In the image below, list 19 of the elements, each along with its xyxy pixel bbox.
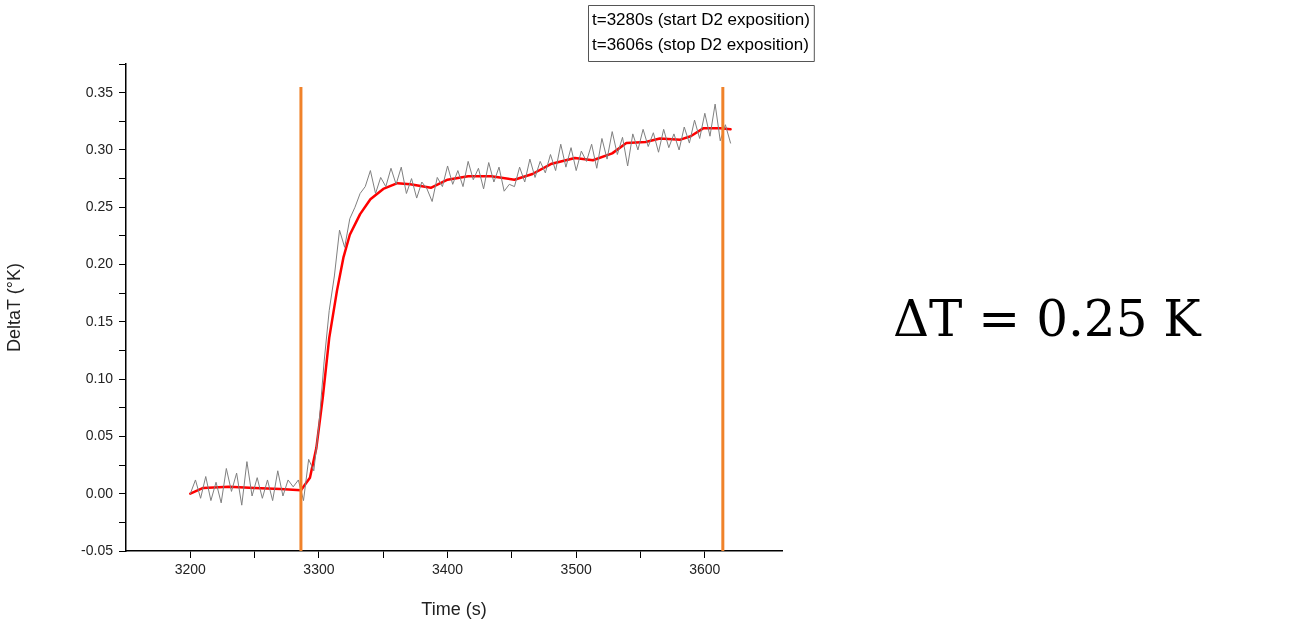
x-tick-label: 3200 xyxy=(174,561,207,578)
y-tick-label: 0.10 xyxy=(85,369,114,386)
y-tick-label: 0.25 xyxy=(85,198,114,215)
y-tick-label: 0.30 xyxy=(85,140,114,157)
y-tick-label: 0.35 xyxy=(85,83,114,100)
x-tick-label: 3500 xyxy=(560,561,592,578)
y-tick-label: 0.15 xyxy=(85,312,114,329)
x-tick-label: 3400 xyxy=(431,561,464,578)
text: ΔT = 0.25 K xyxy=(893,290,1201,348)
text: t=3280s (start D2 exposition) xyxy=(592,9,810,29)
x-tick-label: 3600 xyxy=(689,561,721,578)
y-tick-label: 0.00 xyxy=(85,484,114,501)
x-axis-title: Time (s) xyxy=(421,599,487,620)
text: t=3606s (stop D2 exposition) xyxy=(592,34,809,54)
x-tick-label: 3300 xyxy=(303,561,335,578)
y-tick-label: 0.20 xyxy=(85,255,114,272)
y-axis-title: DeltaT (°K) xyxy=(3,263,24,352)
y-tick-label: 0.05 xyxy=(85,427,114,444)
y-tick-label: -0.05 xyxy=(81,541,114,558)
